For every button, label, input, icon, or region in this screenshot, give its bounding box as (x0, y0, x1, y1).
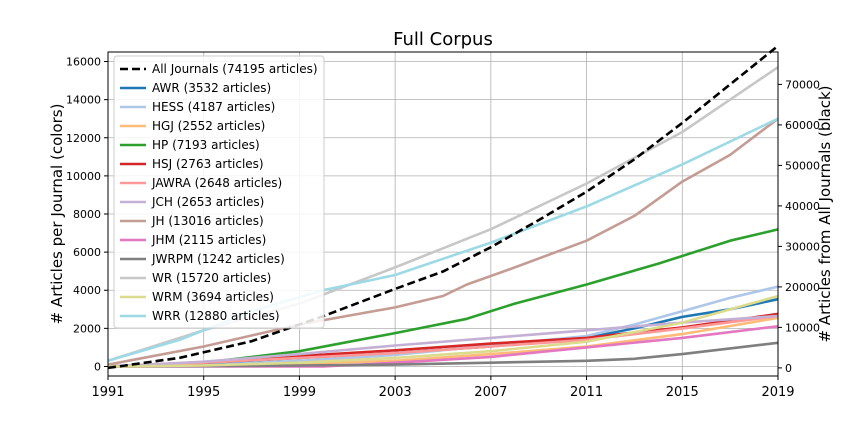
x-tick-label: 1999 (283, 385, 316, 400)
chart-title: Full Corpus (393, 29, 493, 50)
y-axis-label-left: # Articles per Journal (colors) (48, 104, 66, 325)
legend-label: JWRPM (1242 articles) (151, 252, 285, 266)
series-line (107, 314, 779, 368)
y-tick-label-right: 50000 (785, 159, 820, 172)
legend-label: HP (7193 articles) (152, 138, 260, 152)
x-tick-label: 2007 (474, 385, 507, 400)
y-tick-label-left: 12000 (66, 132, 101, 145)
x-tick-label: 1995 (187, 385, 220, 400)
legend-label: WRR (12880 articles) (152, 309, 280, 323)
legend-label: WR (15720 articles) (152, 271, 271, 285)
legend: All Journals (74195 articles) AWR (3532 a… (113, 55, 325, 329)
y-tick-label-right: 30000 (785, 240, 820, 253)
legend-box (113, 55, 325, 329)
series-line (107, 117, 779, 363)
total-line (107, 44, 779, 370)
x-tick-label: 2015 (666, 385, 699, 400)
x-tick-label: 2003 (379, 385, 412, 400)
y-tick-label-right: 20000 (785, 281, 820, 294)
y-tick-label-left: 0 (94, 360, 101, 373)
legend-label: JH (13016 articles) (151, 214, 264, 228)
legend-label: All Journals (74195 articles) (152, 62, 318, 76)
y-tick-label-right: 0 (785, 362, 792, 375)
ticks: 1991 1995 1999 2003 2007 2011 2015 2019 0 2000 400… (66, 56, 820, 400)
x-tick-label: 2019 (761, 385, 794, 400)
legend-label: AWR (3532 articles) (152, 81, 271, 95)
y-tick-label-left: 10000 (66, 170, 101, 183)
y-tick-label-right: 10000 (785, 321, 820, 334)
series-line (107, 294, 779, 368)
legend-label: JAWRA (2648 articles) (151, 176, 282, 190)
series-line (107, 341, 779, 368)
legend-label: HGJ (2552 articles) (152, 119, 265, 133)
y-tick-label-left: 6000 (73, 246, 101, 259)
y-tick-label-right: 40000 (785, 200, 820, 213)
y-tick-label-left: 8000 (73, 208, 101, 221)
legend-label: JHM (2115 articles) (151, 233, 266, 247)
x-tick-label: 2011 (570, 385, 603, 400)
x-tick-label: 1991 (91, 385, 124, 400)
series-lines (107, 44, 779, 370)
series-line (107, 314, 779, 368)
legend-label: HESS (4187 articles) (152, 100, 275, 114)
y-tick-label-left: 16000 (66, 56, 101, 69)
y-tick-label-right: 70000 (785, 78, 820, 91)
y-tick-label-right: 60000 (785, 119, 820, 132)
y-tick-label-left: 14000 (66, 94, 101, 107)
y-axis-label-right: # Articles from All Journals (black) (816, 85, 834, 342)
y-tick-label-left: 4000 (73, 284, 101, 297)
legend-label: JCH (2653 articles) (151, 195, 264, 209)
legend-label: HSJ (2763 articles) (152, 157, 264, 171)
y-tick-label-left: 2000 (73, 322, 101, 335)
legend-label: WRM (3694 articles) (152, 290, 274, 304)
